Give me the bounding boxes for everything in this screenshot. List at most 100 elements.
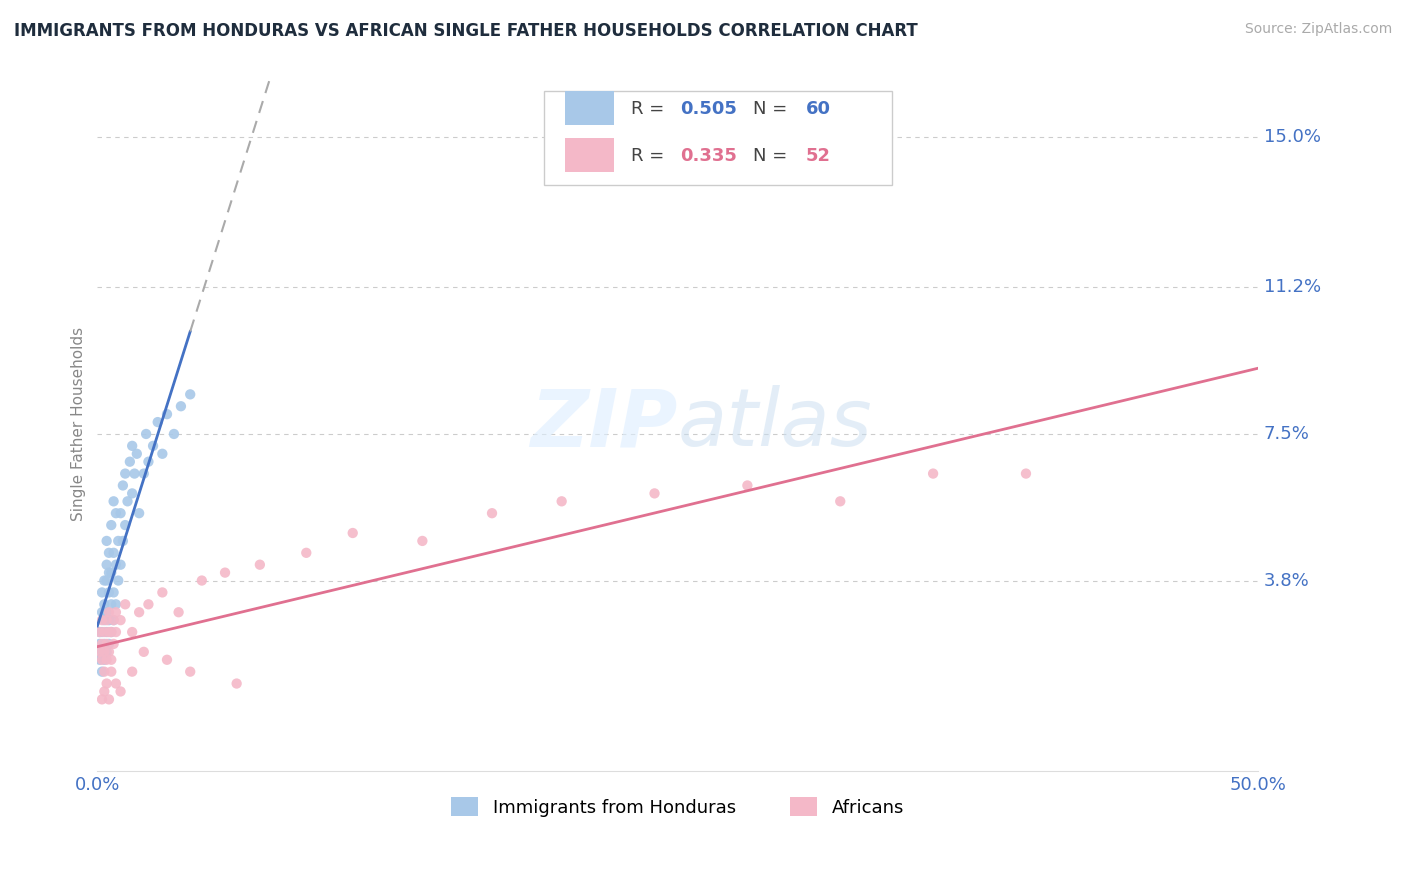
- Point: [96, 625, 118, 640]
- Text: 60: 60: [806, 100, 831, 118]
- Point: [104, 605, 127, 619]
- Point: [91, 625, 114, 640]
- Bar: [565, 138, 614, 171]
- Point: [89, 625, 111, 640]
- Point: [103, 546, 125, 560]
- Point: [100, 625, 122, 640]
- Point: [97, 613, 120, 627]
- Text: IMMIGRANTS FROM HONDURAS VS AFRICAN SINGLE FATHER HOUSEHOLDS CORRELATION CHART: IMMIGRANTS FROM HONDURAS VS AFRICAN SING…: [14, 22, 918, 40]
- Point: [93, 684, 115, 698]
- Point: [89, 653, 111, 667]
- Point: [111, 533, 134, 548]
- Point: [644, 486, 666, 500]
- Point: [132, 645, 155, 659]
- Point: [146, 415, 169, 429]
- Text: 52: 52: [806, 146, 831, 164]
- Text: 0.505: 0.505: [681, 100, 737, 118]
- Point: [91, 692, 114, 706]
- Point: [93, 613, 115, 627]
- Point: [110, 613, 132, 627]
- Point: [138, 597, 160, 611]
- Point: [114, 597, 136, 611]
- Point: [93, 665, 115, 679]
- Point: [97, 566, 120, 580]
- Point: [91, 585, 114, 599]
- Point: [91, 645, 114, 659]
- Point: [121, 486, 143, 500]
- Point: [150, 585, 173, 599]
- Point: [97, 637, 120, 651]
- Point: [110, 684, 132, 698]
- Text: N =: N =: [754, 100, 793, 118]
- Point: [142, 439, 165, 453]
- Point: [138, 455, 160, 469]
- Point: [96, 574, 118, 588]
- Point: [93, 597, 115, 611]
- Point: [121, 439, 143, 453]
- Bar: [565, 92, 614, 125]
- Point: [96, 605, 118, 619]
- Point: [100, 566, 122, 580]
- Point: [170, 399, 193, 413]
- Point: [89, 645, 111, 659]
- Point: [100, 665, 122, 679]
- Point: [97, 692, 120, 706]
- Point: [100, 597, 122, 611]
- Point: [550, 494, 572, 508]
- Point: [96, 676, 118, 690]
- Point: [132, 467, 155, 481]
- Point: [97, 645, 120, 659]
- Point: [830, 494, 852, 508]
- Point: [93, 637, 115, 651]
- Text: ZIP: ZIP: [530, 385, 678, 463]
- Text: Source: ZipAtlas.com: Source: ZipAtlas.com: [1244, 22, 1392, 37]
- Point: [100, 518, 122, 533]
- Point: [104, 506, 127, 520]
- Point: [103, 585, 125, 599]
- Point: [96, 558, 118, 572]
- Point: [118, 455, 141, 469]
- Point: [156, 653, 179, 667]
- Point: [167, 605, 190, 619]
- Point: [91, 605, 114, 619]
- Point: [107, 574, 129, 588]
- Point: [922, 467, 945, 481]
- Point: [103, 613, 125, 627]
- Point: [103, 637, 125, 651]
- Point: [179, 665, 201, 679]
- Point: [179, 387, 201, 401]
- Point: [128, 506, 150, 520]
- Point: [104, 625, 127, 640]
- Point: [104, 597, 127, 611]
- Point: [110, 506, 132, 520]
- Point: [117, 494, 139, 508]
- Text: 15.0%: 15.0%: [1264, 128, 1320, 146]
- Point: [100, 625, 122, 640]
- Point: [110, 558, 132, 572]
- Point: [100, 653, 122, 667]
- Point: [96, 533, 118, 548]
- Point: [249, 558, 271, 572]
- Point: [93, 625, 115, 640]
- Point: [91, 653, 114, 667]
- Point: [114, 518, 136, 533]
- Point: [295, 546, 318, 560]
- Point: [89, 625, 111, 640]
- Point: [150, 447, 173, 461]
- Point: [156, 407, 179, 421]
- Point: [124, 467, 146, 481]
- Text: R =: R =: [631, 100, 671, 118]
- Point: [96, 613, 118, 627]
- Point: [121, 625, 143, 640]
- Point: [96, 653, 118, 667]
- Point: [93, 574, 115, 588]
- Text: N =: N =: [754, 146, 793, 164]
- Text: 0.335: 0.335: [681, 146, 737, 164]
- Point: [91, 637, 114, 651]
- Point: [114, 467, 136, 481]
- Text: 11.2%: 11.2%: [1264, 278, 1322, 296]
- Text: atlas: atlas: [678, 385, 873, 463]
- Legend: Immigrants from Honduras, Africans: Immigrants from Honduras, Africans: [444, 790, 911, 824]
- Point: [214, 566, 236, 580]
- Point: [1015, 467, 1038, 481]
